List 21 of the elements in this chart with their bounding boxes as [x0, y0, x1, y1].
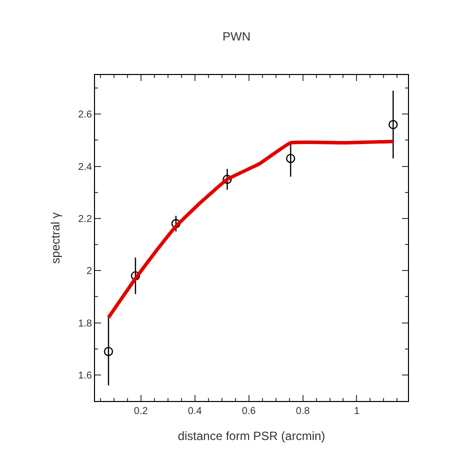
y-tick-label: 1.6	[78, 370, 92, 382]
point	[222, 174, 232, 184]
y-tick-label: 2	[86, 266, 92, 278]
x-tick-label: 0.4	[188, 406, 202, 417]
x-tick-label: 0.2	[134, 406, 148, 417]
y-tick-label: 2.2	[78, 214, 92, 225]
point	[130, 271, 140, 280]
chart-title: PWN	[222, 30, 250, 44]
x-tick-label: 0.8	[296, 406, 310, 417]
y-tick-label: 2.4	[78, 162, 92, 173]
point	[388, 120, 398, 130]
point	[171, 219, 181, 228]
point	[286, 154, 296, 164]
y-axis-title: spectral γ	[48, 212, 62, 264]
x-tick-label: 0.6	[242, 406, 256, 417]
point	[104, 346, 114, 356]
y-tick-label: 2.6	[78, 110, 92, 121]
line-series	[106, 140, 395, 320]
y-tick-label: 1.8	[78, 318, 92, 330]
x-axis-title: distance form PSR (arcmin)	[178, 428, 326, 443]
x-tick-label: 1	[354, 406, 360, 417]
